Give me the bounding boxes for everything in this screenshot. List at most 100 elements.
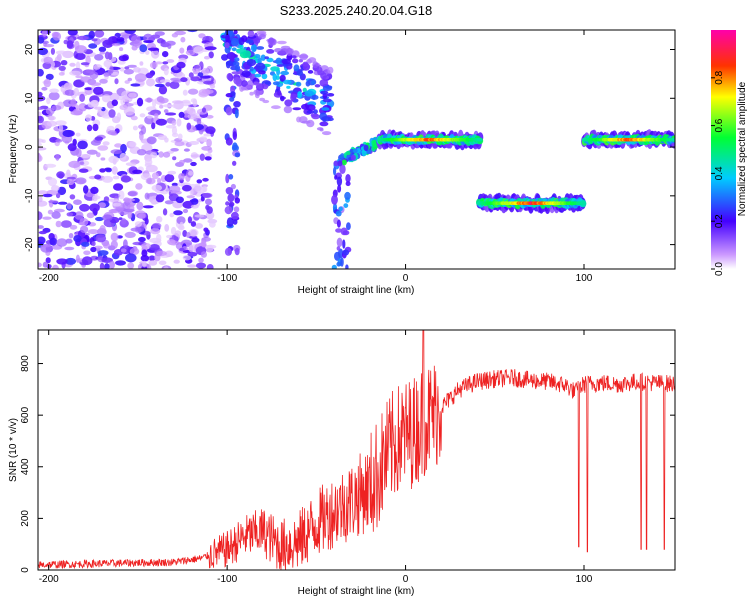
spectral-blob [103,242,110,249]
spectral-blob [114,78,119,85]
colorbar-tick-label: 0.0 [714,262,725,276]
spectral-blob [232,131,237,141]
spectral-blob [171,100,184,104]
spectral-blob [234,57,240,62]
spectral-blob [123,208,135,213]
spectral-blob [56,171,65,179]
spectral-blob [166,59,175,63]
spectral-blob [147,47,160,51]
spectral-blob [41,86,48,91]
spectral-blob [331,264,337,269]
spectral-blob [190,98,197,103]
spectral-blob [152,222,162,229]
spectral-blob [124,80,130,84]
spectral-blob [134,221,143,227]
spectral-blob [178,173,185,181]
spectral-blob [234,64,241,72]
spectral-blob [90,246,97,253]
spectral-blob [110,208,117,213]
snr-series-line [38,330,675,570]
spectral-blob [231,47,237,52]
spectral-blob [225,187,234,195]
spectral-blob [94,245,103,250]
spectral-blob [103,72,110,77]
spectral-blob [52,31,62,41]
spectral-blob [361,149,367,157]
spectral-blob [280,95,285,102]
spectral-blob [231,211,239,220]
spectral-blob [165,82,171,87]
spectral-blob [266,49,275,54]
spectral-blob [43,56,53,64]
spectral-blob [310,94,319,100]
spectral-blob [276,40,287,45]
spectral-blob [206,138,212,148]
spectral-blob [55,154,60,161]
spectral-blob [337,160,343,167]
spectral-blob [68,233,74,239]
x-tick-label: -100 [217,273,237,284]
spectral-blob [118,55,129,62]
spectral-blob [226,217,234,228]
spectral-blob [51,211,61,219]
spectral-blob [99,225,106,234]
spectral-blob [124,231,136,238]
spectral-blob [38,91,43,97]
spectral-blob [280,45,291,50]
spectral-blob [201,146,213,151]
spectral-blob [120,98,126,106]
spectral-blob [88,43,98,49]
spectral-blob [232,17,240,20]
spectral-blob [346,222,351,231]
spectral-blob [174,230,182,237]
y-tick-label: 10 [24,92,35,104]
spectral-blob [234,109,239,119]
spectral-blob [162,151,171,158]
spectral-blob [93,86,104,95]
spectral-blob [187,264,197,268]
spectral-blob [66,169,71,177]
snr-frame [37,329,676,571]
spectral-blob [279,74,286,82]
spectral-blob [233,61,240,67]
spectral-blob [306,110,315,114]
spectral-blob [146,115,153,119]
spectral-blob [127,262,135,269]
spectral-blob [171,120,177,126]
spectral-blob [78,168,89,173]
spectral-blob [58,65,66,71]
spectral-blob [232,20,242,26]
spectral-blob [164,224,170,232]
spectral-blob [73,87,80,97]
spectral-blob [196,118,202,125]
spectral-blob [333,166,337,176]
spectral-blob [144,97,154,103]
spectral-blob [49,237,58,246]
spectral-blob [123,68,134,75]
spectral-blob [319,79,329,87]
spectral-blob [78,104,85,109]
spectral-blob [119,104,128,111]
spectral-blob [190,221,197,227]
spectral-blob [345,181,351,187]
spectral-blob [50,47,56,55]
spectral-blob [118,190,125,200]
spectral-blob [338,248,344,259]
spectral-blob [47,209,54,215]
spectral-blob [74,40,80,50]
spectral-blob [209,84,216,89]
spectral-blob [169,212,175,218]
spectral-blob [250,44,257,53]
spectral-blob [245,39,254,44]
spectral-blob [252,81,260,86]
spectral-blob [270,66,280,72]
spectral-blob [339,164,346,175]
spectral-blob [187,216,192,224]
spectral-blob [79,154,92,158]
spectral-blob [319,121,329,127]
spectral-blob [158,151,164,158]
spectral-blob [302,61,309,67]
spectral-blob [43,78,51,88]
spectral-blob [322,131,332,136]
spectral-blob [154,254,161,262]
